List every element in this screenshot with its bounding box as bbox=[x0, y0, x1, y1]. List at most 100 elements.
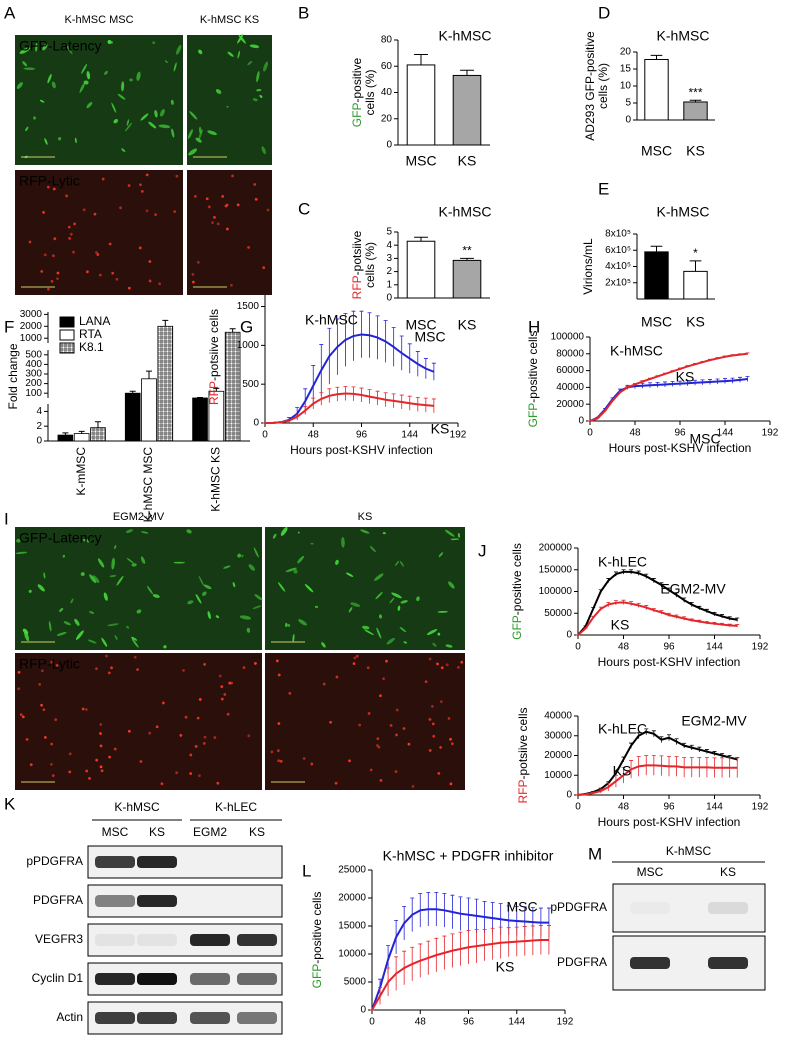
cell bbox=[117, 93, 126, 100]
cell bbox=[79, 82, 85, 93]
cell bbox=[314, 605, 319, 609]
legend-swatch bbox=[59, 329, 75, 341]
cell bbox=[230, 283, 233, 287]
cell bbox=[403, 641, 408, 644]
y-tick-label: 2 bbox=[36, 421, 42, 432]
cell bbox=[247, 60, 253, 66]
cell bbox=[362, 625, 370, 630]
cell bbox=[86, 71, 91, 80]
group-label: K-hMSC bbox=[114, 800, 160, 814]
cell bbox=[127, 286, 131, 290]
cell bbox=[59, 607, 64, 613]
column-label: K-hMSC KS bbox=[200, 14, 259, 26]
cell bbox=[114, 545, 117, 550]
band bbox=[95, 856, 135, 868]
column-label: KS bbox=[358, 511, 373, 523]
cell bbox=[136, 71, 141, 81]
cell bbox=[163, 645, 167, 649]
cell bbox=[411, 785, 415, 788]
bar bbox=[124, 392, 141, 442]
y-tick-label: 3000 bbox=[20, 309, 43, 320]
cell bbox=[426, 628, 438, 636]
band bbox=[190, 934, 230, 946]
cell bbox=[389, 724, 393, 727]
y-tick-label: 1000 bbox=[20, 333, 43, 344]
error-bar bbox=[650, 245, 663, 252]
x-axis-label: Hours post-KSHV infection bbox=[598, 815, 741, 829]
cell bbox=[437, 632, 441, 636]
y-tick-label: 0 bbox=[360, 1005, 366, 1016]
cell bbox=[29, 763, 33, 767]
y-axis-label: cells (%) bbox=[596, 63, 610, 109]
y-tick-label: 10000 bbox=[544, 770, 572, 781]
panel-label: C bbox=[298, 199, 310, 218]
y-axis-label-part: -potsiive cells bbox=[207, 309, 221, 381]
cell bbox=[126, 625, 130, 629]
y-tick-label: 0 bbox=[578, 416, 584, 427]
x-axis-label: Hours post-KSHV infection bbox=[609, 441, 752, 455]
row-label: RFP-Lytic bbox=[19, 173, 80, 189]
cell bbox=[252, 605, 262, 610]
micrograph bbox=[15, 35, 183, 165]
row-label: PDGFRA bbox=[33, 893, 83, 907]
legend-swatch bbox=[59, 342, 75, 354]
cell bbox=[254, 662, 257, 665]
cell bbox=[58, 137, 62, 141]
cell bbox=[444, 529, 455, 537]
panel-label: D bbox=[598, 3, 610, 22]
bar bbox=[452, 259, 482, 299]
cell bbox=[203, 584, 212, 590]
group-label: K-hMSC bbox=[666, 844, 712, 858]
x-tick-label: 144 bbox=[401, 430, 418, 441]
cell bbox=[277, 673, 281, 677]
series-label: KS bbox=[676, 369, 695, 385]
panel-label: A bbox=[4, 3, 16, 22]
x-tick-label: 144 bbox=[508, 1017, 525, 1028]
cell bbox=[424, 680, 428, 684]
cell bbox=[110, 666, 113, 670]
cell bbox=[211, 221, 214, 225]
cell bbox=[416, 596, 420, 602]
cell bbox=[216, 781, 220, 785]
cell bbox=[237, 34, 244, 44]
cell bbox=[175, 771, 179, 775]
band bbox=[708, 957, 748, 969]
cell bbox=[67, 225, 71, 229]
y-axis-label: AD293 GFP-positive bbox=[583, 31, 597, 141]
x-tick-label: 144 bbox=[706, 642, 723, 653]
x-tick-label: 0 bbox=[587, 428, 593, 439]
bar bbox=[644, 58, 669, 121]
error-bar bbox=[460, 69, 474, 76]
cell bbox=[87, 639, 97, 644]
x-tick-label: MSC bbox=[641, 143, 672, 159]
cell bbox=[48, 620, 52, 632]
cell bbox=[194, 745, 198, 748]
y-axis-label: Virions/mL bbox=[581, 238, 595, 295]
cell bbox=[277, 759, 281, 763]
cell bbox=[43, 253, 47, 257]
y-tick-label: 15000 bbox=[338, 921, 366, 932]
error-bar bbox=[414, 53, 428, 65]
series-label: MSC bbox=[506, 899, 537, 915]
y-tick-label: 40000 bbox=[556, 382, 584, 393]
y-tick-label: 80 bbox=[381, 35, 393, 46]
cell bbox=[310, 762, 314, 766]
series-line bbox=[371, 939, 549, 1011]
y-axis-label-part: cells (%) bbox=[596, 63, 610, 109]
cell bbox=[232, 582, 236, 588]
x-tick-label: 0 bbox=[575, 802, 581, 813]
cell bbox=[237, 553, 242, 558]
cell bbox=[437, 610, 448, 613]
x-tick-label: KS bbox=[458, 317, 477, 333]
panel-label: F bbox=[4, 317, 14, 336]
cell bbox=[114, 635, 118, 640]
y-axis-label: Fold change bbox=[6, 343, 20, 409]
cell bbox=[101, 637, 108, 647]
error-bar bbox=[94, 421, 101, 428]
cell bbox=[329, 720, 333, 724]
cell bbox=[53, 237, 57, 241]
y-axis-label-part: GFP bbox=[350, 103, 364, 128]
cell bbox=[270, 750, 274, 754]
band bbox=[237, 1012, 277, 1024]
cell bbox=[198, 49, 203, 55]
